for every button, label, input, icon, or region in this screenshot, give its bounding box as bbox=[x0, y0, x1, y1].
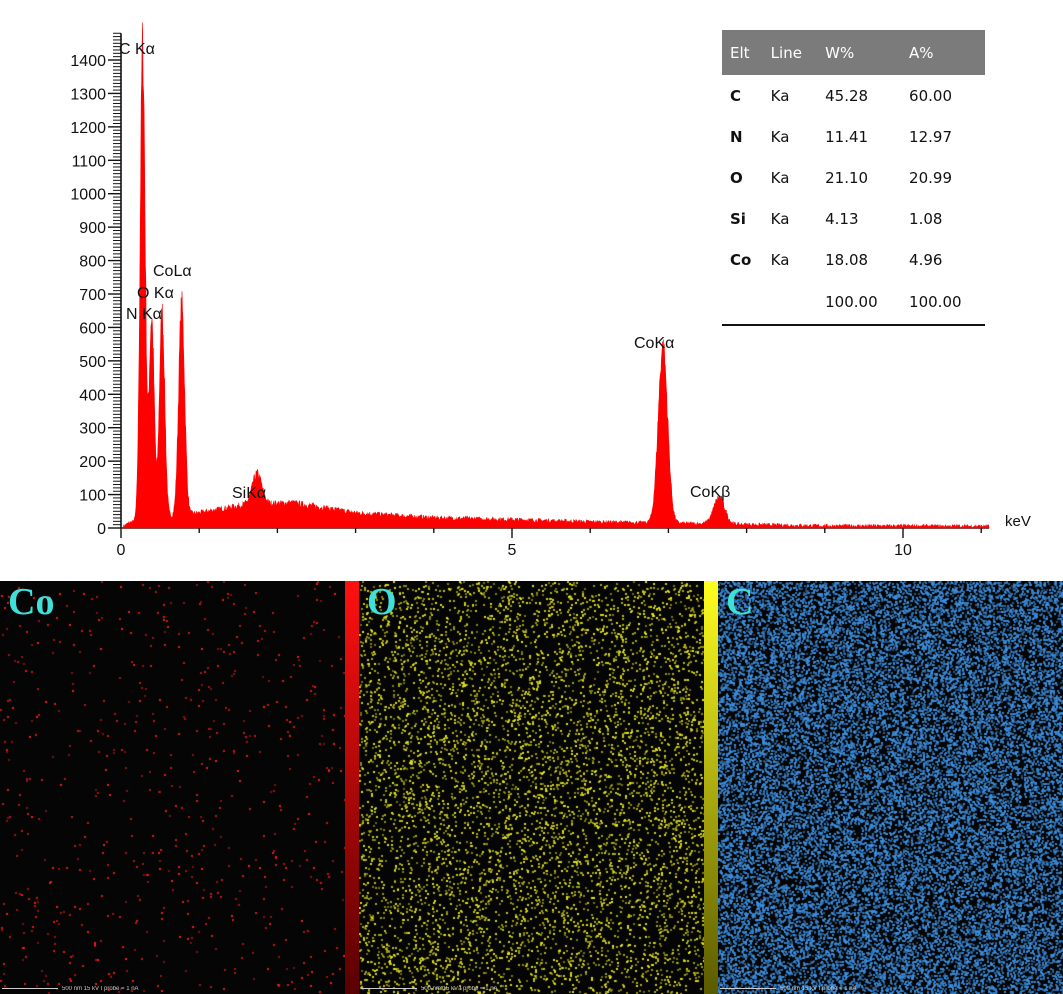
cell-total-weight: 100.00 bbox=[817, 280, 902, 326]
map-scale-bar: 500 nm 15 kV I probe = 1 nA bbox=[2, 986, 139, 992]
cell-line: Ka bbox=[770, 250, 790, 269]
o-map-image bbox=[359, 581, 704, 994]
y-tick-label: 900 bbox=[79, 220, 106, 237]
table-row: O Ka 21.10 20.99 bbox=[722, 157, 985, 198]
cell-element: N bbox=[730, 127, 743, 146]
map-label-o: O bbox=[367, 581, 397, 623]
cell-line: Ka bbox=[770, 127, 790, 146]
map-label-c: C bbox=[726, 581, 754, 623]
cell-atomic: 12.97 bbox=[909, 127, 952, 146]
scale-bar-text: 500 nm 15 kV I probe = 1 nA bbox=[780, 986, 857, 992]
header-elt: Elt bbox=[722, 30, 763, 75]
cell-atomic: 1.08 bbox=[909, 209, 943, 228]
x-axis-label: keV bbox=[1005, 513, 1031, 530]
cell-atomic: 4.96 bbox=[909, 250, 943, 269]
peak-label: CoKα bbox=[634, 335, 674, 352]
cell-empty bbox=[762, 280, 818, 326]
y-tick-label: 200 bbox=[79, 454, 106, 471]
table-row: C Ka 45.28 60.00 bbox=[722, 75, 985, 116]
scale-bar-text: 500 nm 15 kV I probe = 1 nA bbox=[62, 986, 139, 992]
co-color-bar bbox=[345, 581, 359, 994]
cell-element: C bbox=[730, 86, 742, 105]
scale-bar-line bbox=[720, 987, 776, 989]
peak-label: CoKβ bbox=[690, 484, 730, 501]
cell-weight: 45.28 bbox=[825, 86, 869, 105]
y-tick-label: 1200 bbox=[70, 120, 106, 137]
table-header-row: Elt Line W% A% bbox=[722, 30, 985, 75]
table-row: Co Ka 18.08 4.96 bbox=[722, 239, 985, 280]
scale-bar-text: 500 nm 15 kV I probe = 1 nA bbox=[421, 986, 498, 992]
cell-total-atomic: 100.00 bbox=[901, 280, 985, 326]
y-tick-label: 800 bbox=[79, 254, 106, 271]
spectrum-series bbox=[121, 22, 990, 530]
cell-element: Co bbox=[730, 250, 752, 269]
y-tick-label: 500 bbox=[79, 354, 106, 371]
y-tick-label: 300 bbox=[79, 421, 106, 438]
c-map-image bbox=[718, 581, 1063, 994]
map-scale-bar: 500 nm 15 kV I probe = 1 nA bbox=[720, 986, 857, 992]
map-scale-bar: 500 nm 15 kV I probe = 1 nA bbox=[361, 986, 498, 992]
table-row: N Ka 11.41 12.97 bbox=[722, 116, 985, 157]
cell-weight: 4.13 bbox=[825, 209, 859, 228]
cell-atomic: 20.99 bbox=[909, 168, 952, 187]
co-element-map: Co 500 nm 15 kV I probe = 1 nA bbox=[0, 581, 345, 994]
scale-bar-line bbox=[2, 987, 58, 989]
map-label-co: Co bbox=[8, 581, 55, 623]
y-tick-label: 1000 bbox=[70, 187, 106, 204]
element-composition-table: Elt Line W% A% C Ka 45.28 60.00 N Ka 11.… bbox=[722, 30, 985, 326]
spectrum-trace bbox=[121, 22, 990, 530]
table-row: Si Ka 4.13 1.08 bbox=[722, 198, 985, 239]
o-color-bar bbox=[704, 581, 718, 994]
c-element-map: C 500 nm 15 kV I probe = 1 nA bbox=[718, 581, 1063, 994]
o-element-map: O 500 nm 15 kV I probe = 1 nA bbox=[359, 581, 704, 994]
y-tick-label: 1400 bbox=[70, 53, 106, 70]
y-axis: 0 100 200 300 400 500 600 700 800 900 1000 1100 1200… bbox=[70, 32, 122, 538]
peak-label: C Kα bbox=[119, 41, 155, 58]
header-line: Line bbox=[762, 30, 818, 75]
cell-atomic: 60.00 bbox=[909, 86, 952, 105]
peak-label: CoLα bbox=[153, 263, 192, 280]
eds-spectrum-chart: 0100200300400500600700800900100011001200… bbox=[70, 22, 1031, 559]
peak-label: N Kα bbox=[126, 306, 162, 323]
peak-label: O Kα bbox=[137, 285, 174, 302]
peak-label: SiKα bbox=[232, 485, 266, 502]
cell-line: Ka bbox=[770, 86, 790, 105]
x-tick-label: 5 bbox=[508, 542, 517, 559]
y-tick-label: 1300 bbox=[70, 86, 106, 103]
y-tick-label: 0 bbox=[97, 521, 106, 538]
header-weight-percent: W% bbox=[817, 30, 902, 75]
cell-empty bbox=[722, 280, 763, 326]
y-tick-label: 1100 bbox=[72, 153, 107, 170]
x-tick-label: 10 bbox=[894, 542, 912, 559]
y-tick-label: 600 bbox=[79, 320, 106, 337]
co-map-image bbox=[0, 581, 345, 994]
scale-bar-line bbox=[361, 987, 417, 989]
cell-weight: 11.41 bbox=[825, 127, 869, 146]
cell-line: Ka bbox=[770, 209, 790, 228]
cell-weight: 21.10 bbox=[825, 168, 869, 187]
cell-weight: 18.08 bbox=[825, 250, 869, 269]
table-total-row: 100.00 100.00 bbox=[722, 280, 985, 326]
cell-element: O bbox=[730, 168, 743, 187]
cell-element: Si bbox=[730, 209, 746, 228]
y-tick-label: 700 bbox=[79, 287, 106, 304]
header-atomic-percent: A% bbox=[901, 30, 985, 75]
x-tick-label: 0 bbox=[117, 542, 126, 559]
cell-line: Ka bbox=[770, 168, 790, 187]
x-axis: 0 5 10 bbox=[117, 527, 990, 559]
y-tick-label: 100 bbox=[79, 488, 106, 505]
y-tick-label: 400 bbox=[79, 387, 106, 404]
peak-annotations: C Kα CoLα O Kα N Kα SiKα CoKα CoKβ bbox=[119, 41, 730, 502]
